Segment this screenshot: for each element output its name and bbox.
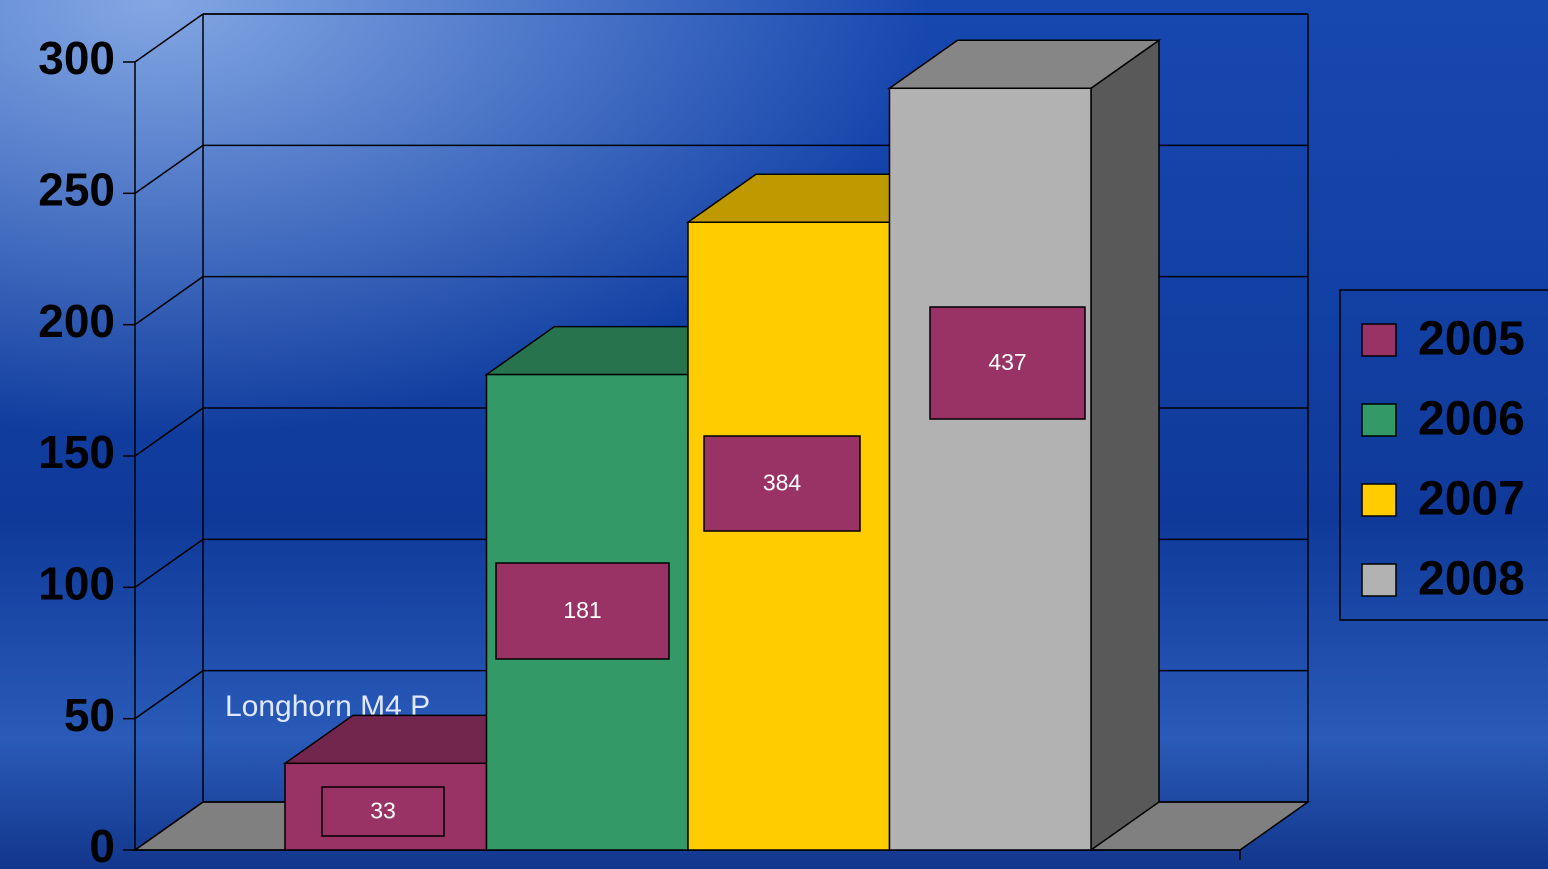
- grid-line-side: [134, 407, 204, 457]
- legend-label: 2006: [1418, 393, 1525, 446]
- grid-line-side: [134, 801, 204, 851]
- grid-line-side: [134, 144, 204, 194]
- legend-label: 2007: [1418, 473, 1525, 526]
- legend-swatch: [1361, 483, 1397, 517]
- bar: [687, 221, 891, 851]
- bar: [888, 87, 1092, 851]
- y-tick-label: 200: [38, 295, 115, 347]
- y-tick-label: 250: [38, 163, 115, 215]
- y-tick-label: 300: [38, 32, 115, 84]
- y-tick-label: 100: [38, 557, 115, 609]
- legend: [1339, 289, 1548, 621]
- grid-line-side: [134, 276, 204, 326]
- legend-swatch: [1361, 403, 1397, 437]
- grid-line-side: [134, 670, 204, 720]
- y-tick-label: 50: [64, 689, 115, 741]
- legend-swatch: [1361, 563, 1397, 597]
- y-tick-label: 0: [89, 820, 115, 869]
- legend-label: 2008: [1418, 553, 1525, 606]
- y-tick-label: 150: [38, 426, 115, 478]
- annotation-box: [495, 562, 670, 660]
- grid-line-side: [134, 13, 204, 63]
- annotation-box: [703, 435, 861, 532]
- legend-swatch: [1361, 323, 1397, 357]
- annotation: 181: [563, 597, 601, 623]
- annotation: 437: [988, 349, 1026, 375]
- annotation: 33: [370, 798, 396, 824]
- legend-label: 2005: [1418, 313, 1525, 366]
- grid-line-side: [134, 538, 204, 588]
- annotation-box: [321, 786, 445, 837]
- annotation: 384: [763, 470, 802, 496]
- bar-side: [1090, 38, 1160, 852]
- annotation-box: [929, 306, 1086, 420]
